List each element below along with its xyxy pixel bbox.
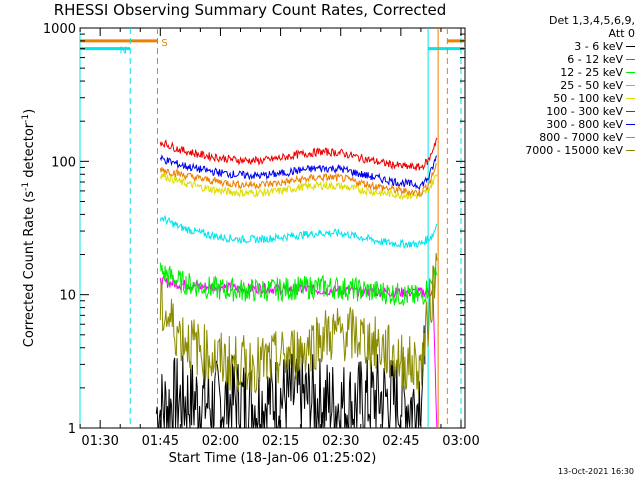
- x-tick-label: 02:15: [262, 434, 299, 449]
- legend-swatch: [626, 124, 635, 125]
- legend-swatch: [626, 46, 635, 47]
- legend-swatch: [626, 85, 635, 86]
- series-line-7000-15000-kev: [159, 252, 438, 396]
- x-tick-label: 02:30: [322, 434, 359, 449]
- x-tick-label: 01:30: [81, 434, 118, 449]
- legend-item: 12 - 25 keV: [490, 66, 635, 79]
- flag-label-n: N: [119, 46, 126, 57]
- legend-item-label: 6 - 12 keV: [567, 53, 623, 66]
- x-tick-label: 01:45: [142, 434, 179, 449]
- legend-item: 800 - 7000 keV: [490, 131, 635, 144]
- legend-swatch: [626, 111, 635, 112]
- x-axis-label: Start Time (18-Jan-06 01:25:02): [169, 451, 377, 466]
- chart-title: RHESSI Observing Summary Count Rates, Co…: [53, 1, 447, 19]
- legend-item-label: 3 - 6 keV: [574, 40, 623, 53]
- legend-item-label: 800 - 7000 keV: [539, 131, 623, 144]
- y-axis-label-superscript: -1: [21, 114, 31, 123]
- legend-item: 300 - 800 keV: [490, 118, 635, 131]
- flag-label-s: S: [161, 38, 167, 49]
- series-line-800-7000-kev: [159, 163, 438, 198]
- legend-swatch: [626, 59, 635, 60]
- legend-item-label: 300 - 800 keV: [546, 118, 623, 131]
- legend: Det 1,3,4,5,6,9, Att 0 3 - 6 keV 6 - 12 k…: [490, 14, 635, 157]
- y-tick-label: 1: [68, 422, 76, 437]
- y-tick-label: 10: [59, 289, 76, 304]
- legend-header-line-1: Det 1,3,4,5,6,9,: [548, 14, 635, 27]
- y-axis-label-superscript: -1: [21, 182, 31, 191]
- x-tick-label: 02:45: [382, 434, 419, 449]
- legend-item: 6 - 12 keV: [490, 53, 635, 66]
- series-line-3-6-kev: [155, 325, 426, 430]
- legend-item-label: 12 - 25 keV: [560, 66, 623, 79]
- footer-date: 13-Oct-2021 16:30: [558, 467, 634, 476]
- legend-item: 50 - 100 keV: [490, 92, 635, 105]
- legend-header-line-2: Att 0: [608, 27, 635, 40]
- series-line-100-300-kev: [159, 137, 438, 171]
- legend-item: 25 - 50 keV: [490, 79, 635, 92]
- legend-item-label: 100 - 300 keV: [546, 105, 623, 118]
- legend-item-label: 25 - 50 keV: [560, 79, 623, 92]
- legend-swatch: [626, 150, 635, 151]
- series-line-300-800-kev: [159, 154, 438, 191]
- legend-swatch: [626, 98, 635, 99]
- legend-swatch: [626, 72, 635, 73]
- x-tick-label: 02:00: [202, 434, 239, 449]
- series-line-12-25-kev: [159, 262, 438, 306]
- y-axis-label-part: detector: [22, 122, 37, 182]
- legend-item-label: 7000 - 15000 keV: [525, 144, 623, 157]
- x-tick-label: 03:00: [442, 434, 479, 449]
- series-line-50-100-kev: [159, 172, 438, 201]
- y-axis-label-part: ): [22, 109, 37, 114]
- series-line-25-50-kev: [159, 214, 438, 249]
- y-tick-label: 100: [51, 155, 76, 170]
- legend-swatch: [626, 137, 635, 138]
- legend-item: 100 - 300 keV: [490, 105, 635, 118]
- y-axis-label: Corrected Count Rate (s-1 detector-1): [21, 109, 37, 347]
- legend-item: 7000 - 15000 keV: [490, 144, 635, 157]
- y-tick-label: 1000: [43, 22, 76, 37]
- legend-item-label: 50 - 100 keV: [553, 92, 623, 105]
- y-axis-label-part: Corrected Count Rate (s: [22, 191, 37, 348]
- legend-item: 3 - 6 keV: [490, 40, 635, 53]
